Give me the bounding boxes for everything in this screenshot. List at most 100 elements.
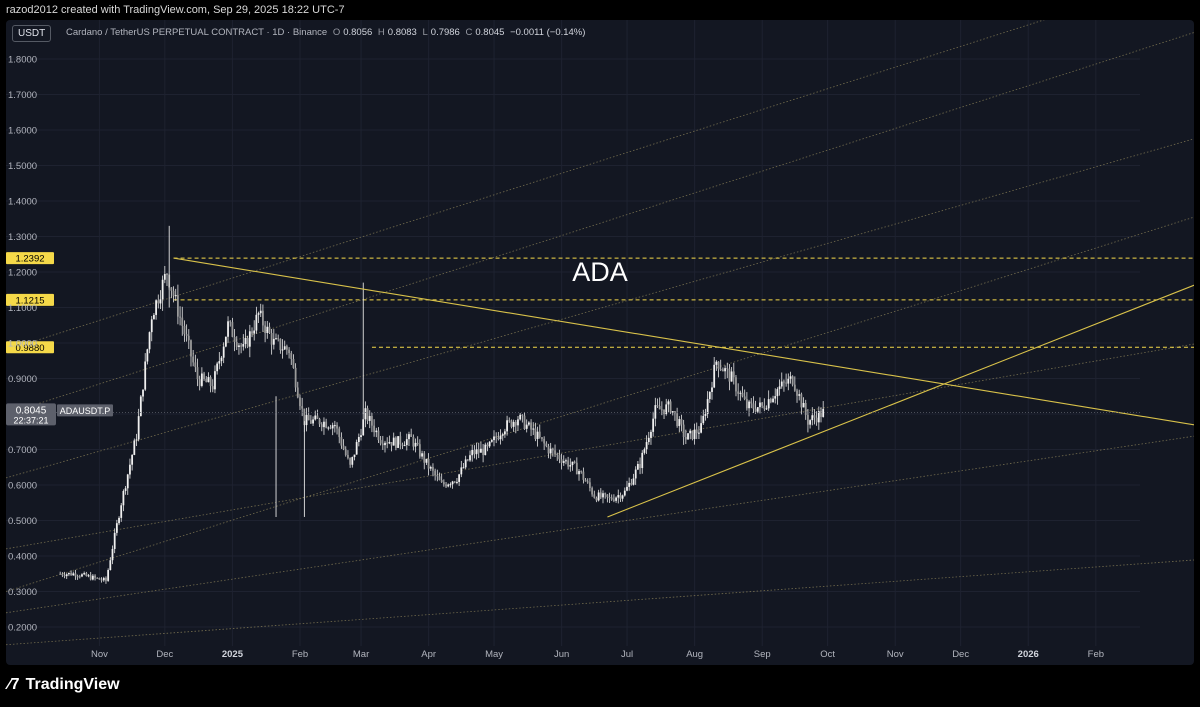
candle-body [364, 408, 367, 420]
price-chart[interactable]: 1.2392 1.1215 0.9880 ADA 0.2000 0.3000 0.400… [6, 20, 1194, 665]
candle-body [296, 387, 299, 398]
y-axis: 0.20000.30000.40000.50000.60000.70000.80… [8, 55, 37, 634]
y-tick-label: 1.5000 [8, 161, 37, 172]
candle-body [604, 493, 607, 495]
ticker-tag-bg [57, 404, 113, 417]
candle-body [416, 442, 419, 445]
candle-body [166, 274, 168, 276]
candle-body [776, 389, 779, 397]
candle-body [512, 421, 515, 427]
candle-body [351, 457, 354, 465]
candle-body [275, 338, 277, 340]
candle-body [238, 345, 240, 348]
candle-body [458, 474, 461, 482]
candle-body [100, 579, 103, 581]
candle-body [456, 481, 458, 483]
candle-body [589, 482, 591, 489]
candle-body [81, 574, 83, 577]
candle-body [381, 443, 384, 446]
x-tick-label: 2026 [1018, 649, 1039, 660]
candle-body [102, 577, 105, 581]
candle-body [754, 408, 757, 412]
x-tick-label: Nov [887, 649, 904, 660]
candle-body [586, 481, 589, 483]
candle-body [663, 409, 665, 414]
candle-body [527, 422, 530, 425]
candle-body [129, 464, 131, 475]
candle-body [340, 437, 343, 446]
candle-body [793, 384, 796, 391]
candle-body [181, 317, 184, 326]
candle-body [386, 442, 389, 444]
candle-body [318, 418, 321, 425]
candle-body [72, 573, 75, 576]
candle-body [172, 290, 175, 296]
candle-body [157, 300, 160, 304]
candle-body [227, 321, 229, 337]
candle-body [554, 450, 556, 454]
candle-body [76, 576, 79, 578]
candle-body [597, 492, 600, 501]
channel-line [6, 32, 1194, 415]
candle-body [798, 394, 801, 396]
candle-body [244, 338, 247, 344]
y-tick-label: 1.7000 [8, 90, 37, 101]
candle-body [425, 458, 428, 463]
candle-body [541, 437, 543, 439]
channel-line [6, 138, 1194, 479]
candle-body [307, 414, 310, 421]
candle-body [608, 497, 611, 499]
candle-body [558, 454, 561, 460]
candle-body [288, 349, 290, 354]
candle-body [741, 392, 744, 397]
chart-panel[interactable]: 1.2392 1.1215 0.9880 ADA 0.2000 0.3000 0.400… [6, 20, 1194, 665]
candle-body [91, 575, 94, 580]
candle-body [262, 310, 264, 326]
candle-body [78, 576, 81, 578]
level-tag-bg [6, 293, 54, 306]
candle-body [573, 461, 576, 463]
y-tick-label: 0.7000 [8, 445, 37, 456]
candle-body [593, 494, 596, 498]
candle-body [756, 407, 759, 412]
y-tick-label: 0.6000 [8, 481, 37, 492]
candle-body [325, 421, 328, 428]
candle-body [366, 408, 369, 421]
candle-body [390, 442, 393, 446]
candle-body [737, 391, 740, 394]
candle-body [342, 445, 345, 450]
x-tick-label: Dec [156, 649, 173, 660]
candle-body [253, 330, 256, 334]
y-tick-label: 0.3000 [8, 587, 37, 598]
candle-body [695, 429, 698, 434]
candle-body [643, 449, 646, 453]
candle-body [445, 484, 447, 487]
unit-badge[interactable]: USDT [12, 25, 52, 42]
candle-body [815, 417, 818, 423]
candle-body [196, 367, 199, 380]
candle-body [65, 574, 68, 577]
x-tick-label: Oct [820, 649, 835, 660]
candle-body [320, 424, 323, 428]
candle-body [283, 346, 286, 350]
candle-body [133, 440, 136, 455]
candle-body [70, 572, 72, 576]
candle-body [371, 415, 373, 426]
candle-body [333, 425, 336, 427]
candle-body [174, 295, 177, 297]
candle-body [822, 408, 825, 417]
candle-body [676, 413, 679, 427]
candle-body [59, 573, 62, 575]
candle-body [139, 396, 142, 417]
candle-body [111, 548, 114, 561]
candle-body [109, 560, 112, 571]
candle-body [105, 577, 107, 581]
candle-body [800, 394, 803, 408]
candle-body [488, 441, 491, 447]
candle-body [732, 371, 735, 378]
x-tick-label: Feb [292, 649, 308, 660]
candle-body [89, 575, 92, 580]
candle-body [159, 299, 162, 304]
candle-body [150, 319, 153, 333]
candle-body [750, 401, 753, 404]
